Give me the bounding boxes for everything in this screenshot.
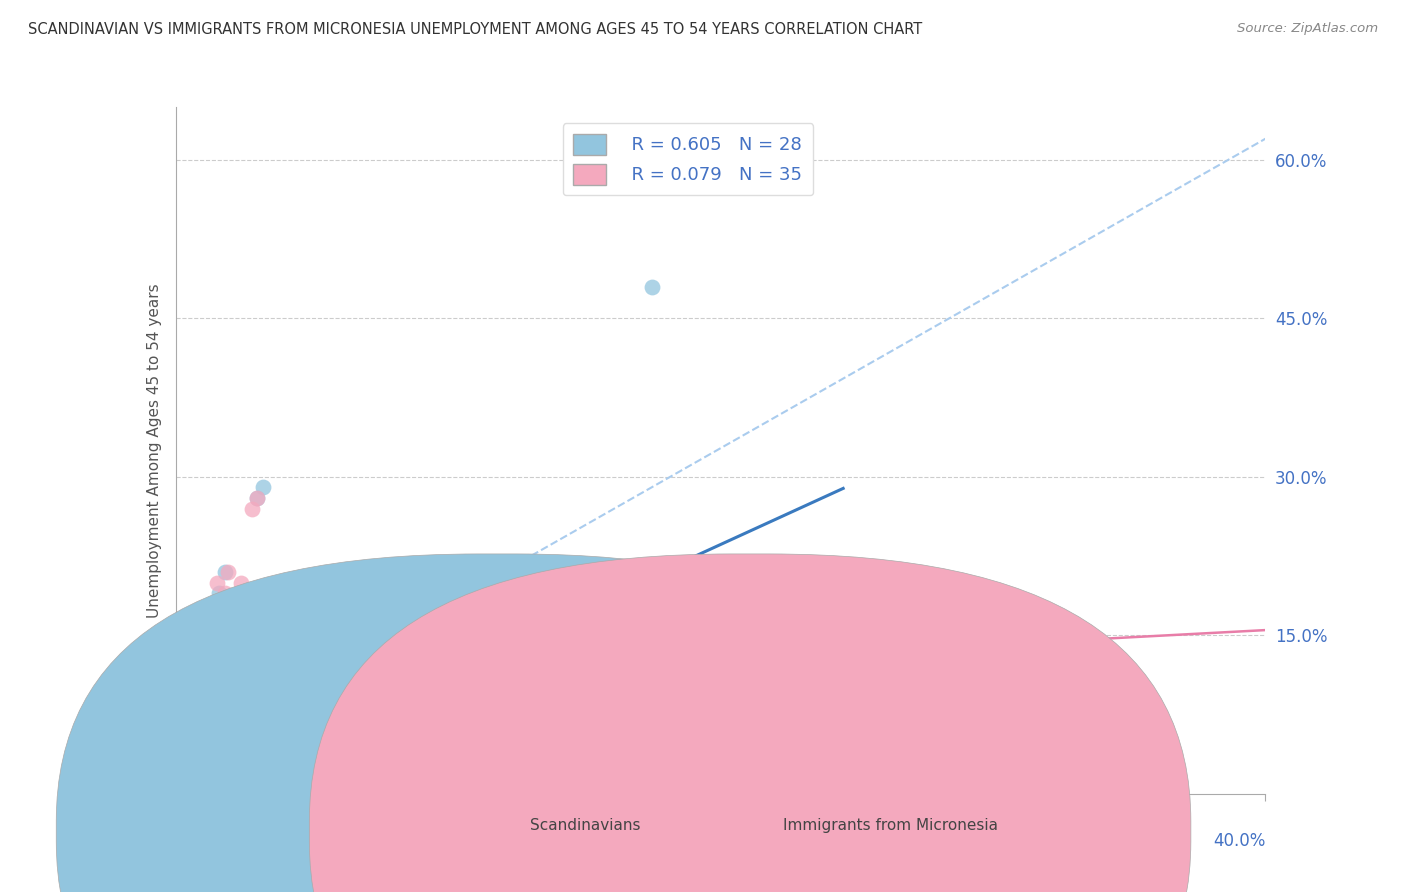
Text: Scandinavians: Scandinavians	[530, 819, 641, 833]
Point	[194, 681, 217, 696]
Point	[188, 713, 211, 727]
Point	[232, 723, 254, 738]
Point	[170, 765, 193, 780]
Point	[176, 765, 198, 780]
FancyBboxPatch shape	[309, 554, 1191, 892]
Point	[225, 702, 247, 716]
Point	[179, 755, 201, 769]
Point	[170, 755, 193, 769]
Point	[219, 713, 242, 727]
Point	[179, 755, 201, 769]
Point	[173, 745, 195, 759]
Point	[225, 702, 247, 716]
Point	[191, 755, 214, 769]
Point	[186, 734, 209, 748]
Point	[184, 723, 207, 738]
Point	[231, 575, 253, 590]
Point	[278, 723, 301, 738]
Point	[214, 586, 236, 600]
Point	[179, 734, 201, 748]
Point	[246, 491, 269, 505]
Point	[176, 776, 198, 790]
Point	[246, 491, 269, 505]
Point	[208, 702, 231, 716]
Point	[200, 597, 222, 611]
Point	[205, 575, 228, 590]
Point	[211, 639, 233, 653]
Point	[641, 279, 664, 293]
Point	[219, 713, 242, 727]
Point	[186, 713, 209, 727]
Point	[173, 745, 195, 759]
Point	[232, 639, 254, 653]
Point	[197, 681, 219, 696]
Point	[208, 586, 231, 600]
Point	[214, 565, 236, 579]
Text: Source: ZipAtlas.com: Source: ZipAtlas.com	[1237, 22, 1378, 36]
Point	[533, 660, 555, 674]
Point	[197, 671, 219, 685]
Point	[696, 681, 718, 696]
Point	[269, 723, 291, 738]
Point	[181, 745, 204, 759]
Point	[202, 607, 225, 622]
Point	[240, 501, 263, 516]
Point	[260, 713, 283, 727]
Point	[873, 723, 896, 738]
Point	[188, 745, 211, 759]
Text: SCANDINAVIAN VS IMMIGRANTS FROM MICRONESIA UNEMPLOYMENT AMONG AGES 45 TO 54 YEAR: SCANDINAVIAN VS IMMIGRANTS FROM MICRONES…	[28, 22, 922, 37]
Legend:   R = 0.605   N = 28,   R = 0.079   N = 35: R = 0.605 N = 28, R = 0.079 N = 35	[562, 123, 813, 195]
Point	[217, 565, 239, 579]
Point	[184, 702, 207, 716]
Point	[252, 723, 274, 738]
Point	[205, 660, 228, 674]
Point	[186, 691, 209, 706]
Point	[200, 660, 222, 674]
Point	[211, 691, 233, 706]
Text: 40.0%: 40.0%	[1213, 831, 1265, 850]
Point	[191, 681, 214, 696]
Point	[173, 765, 195, 780]
Point	[194, 671, 217, 685]
Point	[179, 734, 201, 748]
Y-axis label: Unemployment Among Ages 45 to 54 years: Unemployment Among Ages 45 to 54 years	[146, 283, 162, 618]
Point	[252, 480, 274, 494]
FancyBboxPatch shape	[56, 554, 938, 892]
Point	[560, 691, 582, 706]
Point	[167, 776, 190, 790]
Point	[170, 765, 193, 780]
Text: 0.0%: 0.0%	[176, 831, 218, 850]
Point	[181, 723, 204, 738]
Point	[167, 776, 190, 790]
Point	[173, 755, 195, 769]
Point	[202, 649, 225, 664]
Text: Immigrants from Micronesia: Immigrants from Micronesia	[783, 819, 998, 833]
